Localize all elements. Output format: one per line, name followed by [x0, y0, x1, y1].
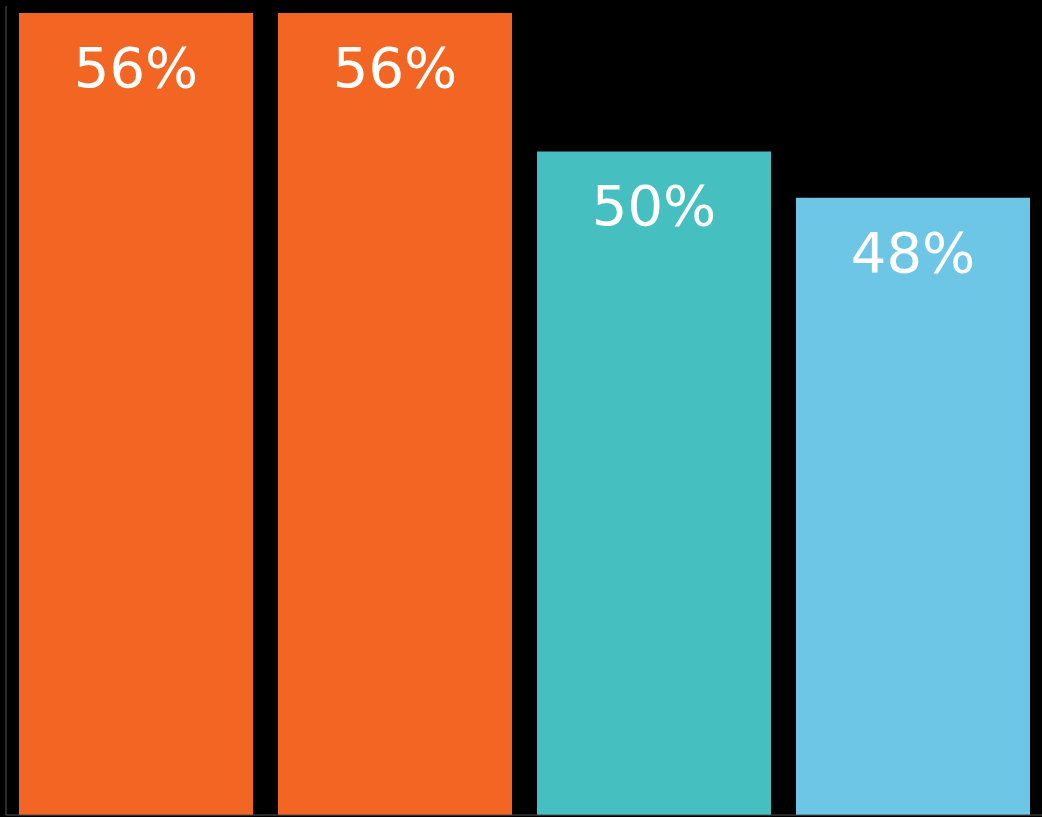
svg-text:50%: 50%	[592, 173, 716, 238]
svg-text:56%: 56%	[333, 35, 457, 100]
svg-text:56%: 56%	[74, 35, 198, 100]
svg-text:48%: 48%	[851, 220, 975, 285]
